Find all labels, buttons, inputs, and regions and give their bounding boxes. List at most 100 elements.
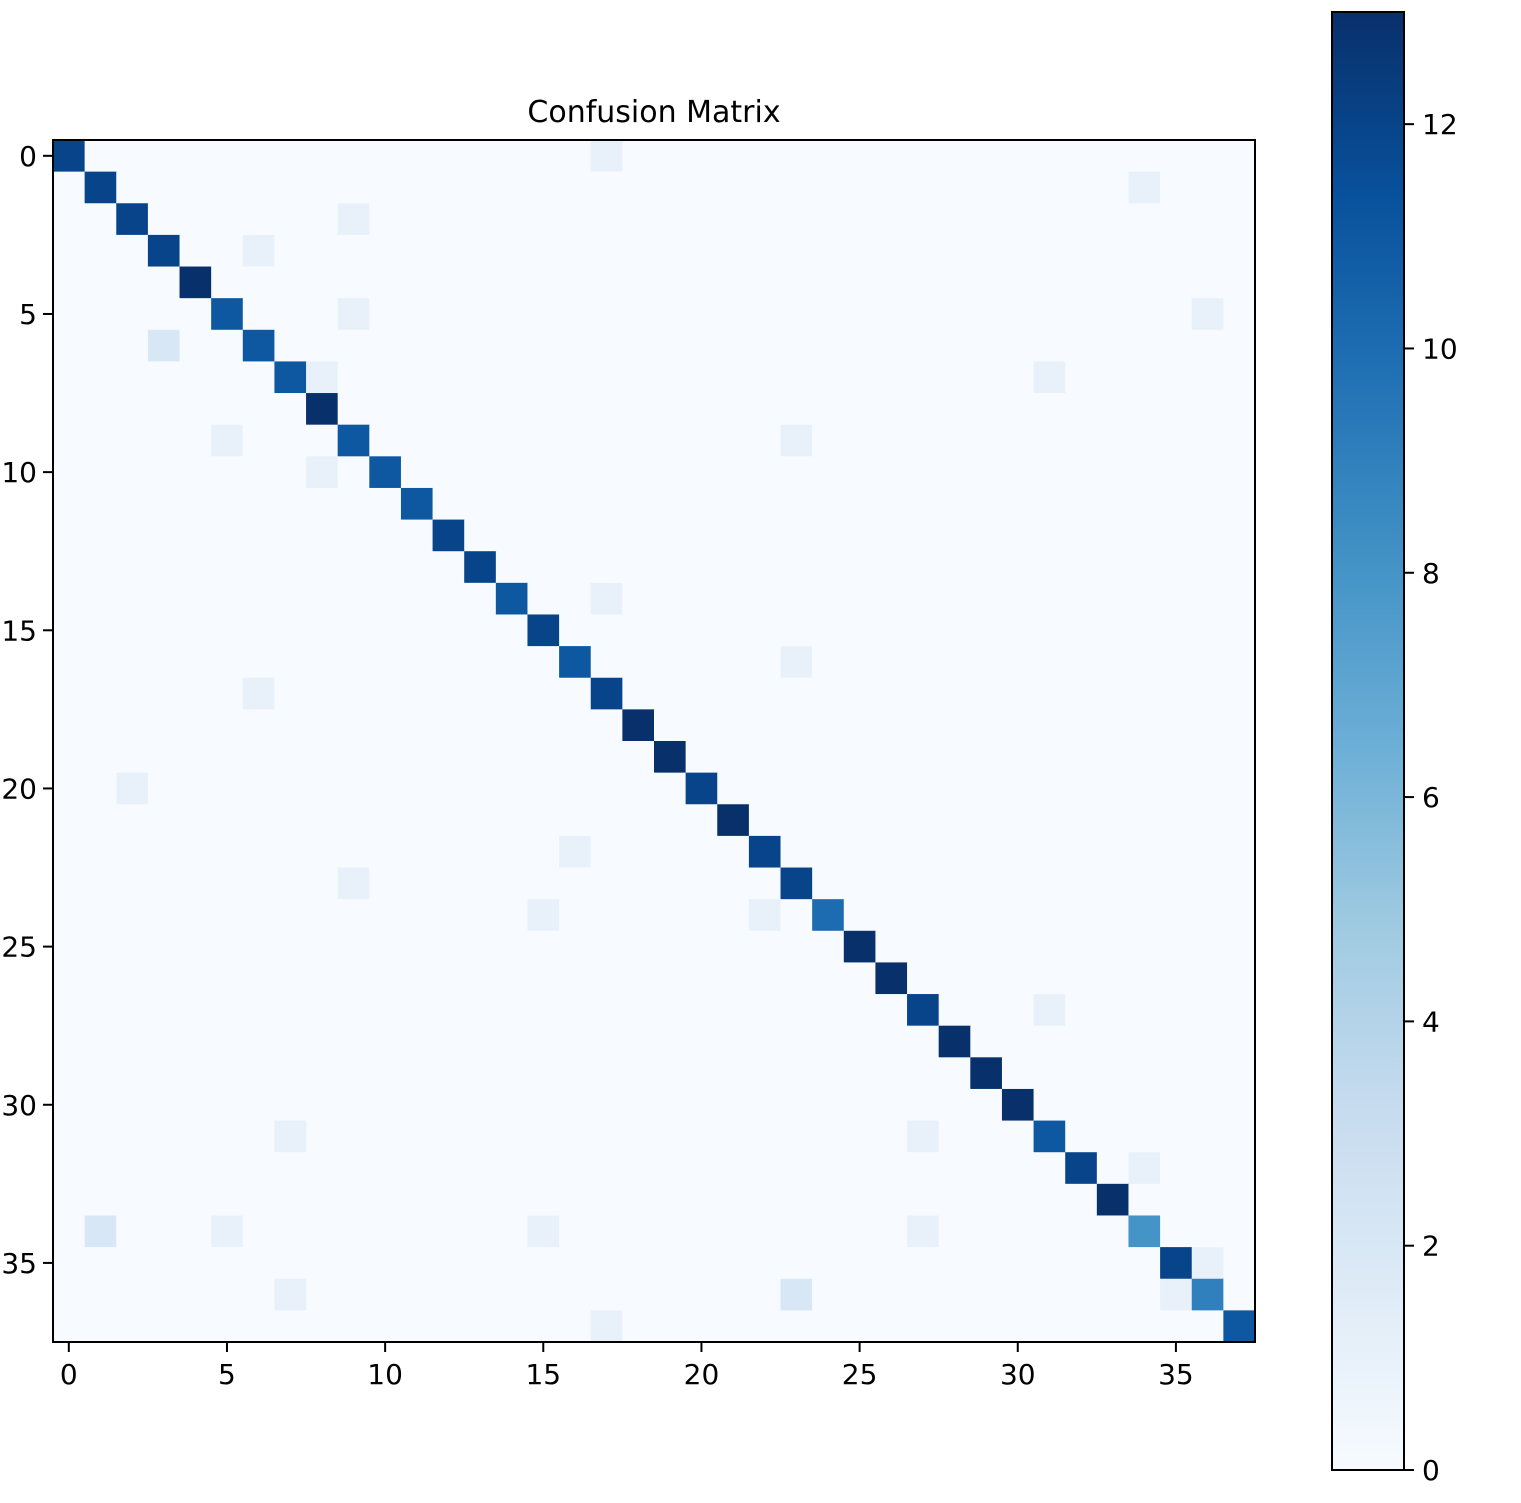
heatmap-cell — [970, 487, 1003, 521]
heatmap-cell — [400, 1215, 434, 1248]
heatmap-cell — [147, 1025, 181, 1058]
heatmap-cell — [337, 899, 370, 932]
heatmap-cell — [780, 614, 813, 647]
heatmap-cell — [938, 361, 971, 394]
heatmap-cell — [432, 424, 465, 457]
heatmap-cell — [875, 1247, 908, 1280]
heatmap-cell — [179, 835, 212, 869]
heatmap-cell — [116, 1088, 149, 1122]
heatmap-cell — [938, 424, 971, 457]
heatmap-cell — [369, 867, 402, 900]
heatmap-cell — [369, 203, 402, 236]
heatmap-cell — [1191, 266, 1224, 299]
heatmap-cell — [211, 962, 244, 995]
heatmap-cell — [1033, 646, 1066, 679]
heatmap-cell — [907, 393, 940, 426]
heatmap-cell — [907, 835, 940, 869]
heatmap-cell — [53, 867, 86, 900]
y-tick-label: 10 — [1, 456, 37, 489]
heatmap-cell — [907, 487, 940, 521]
heatmap-cell — [432, 519, 465, 552]
heatmap-cell — [369, 646, 402, 679]
heatmap-cell — [84, 329, 117, 363]
heatmap-cell — [1096, 930, 1130, 964]
heatmap-cell — [1128, 899, 1161, 932]
heatmap-cell — [527, 582, 560, 616]
heatmap-cell — [337, 1057, 370, 1090]
heatmap-cell — [274, 234, 307, 268]
heatmap-cell — [1033, 393, 1066, 426]
heatmap-cell — [147, 646, 181, 679]
heatmap-cell — [1001, 804, 1035, 837]
heatmap-cell — [843, 519, 877, 552]
heatmap-cell — [1001, 614, 1035, 647]
heatmap-cell — [337, 519, 370, 552]
heatmap-cell — [685, 709, 718, 742]
heatmap-cell — [685, 741, 718, 774]
heatmap-cell — [495, 234, 529, 268]
heatmap-cell — [875, 329, 908, 363]
heatmap-cell — [1033, 772, 1066, 805]
heatmap-cell — [1223, 519, 1256, 552]
heatmap-cell — [369, 1057, 402, 1090]
heatmap-cell — [843, 772, 877, 805]
heatmap-cell — [116, 709, 149, 742]
heatmap-cell — [970, 994, 1003, 1027]
heatmap-cell — [812, 677, 845, 710]
heatmap-cell — [1128, 962, 1161, 995]
heatmap-cell — [875, 487, 908, 521]
heatmap-cell — [622, 519, 655, 552]
heatmap-cell — [1065, 741, 1098, 774]
heatmap-cell — [1096, 1120, 1130, 1153]
heatmap-cell — [1223, 804, 1256, 837]
heatmap-cell — [1160, 551, 1193, 584]
heatmap-cell — [432, 1247, 465, 1280]
heatmap-cell — [654, 234, 687, 268]
heatmap-cell — [1128, 1152, 1161, 1185]
heatmap-cell — [1128, 1247, 1161, 1280]
heatmap-cell — [970, 329, 1003, 363]
heatmap-cell — [369, 1025, 402, 1058]
heatmap-cell — [274, 772, 307, 805]
heatmap-cell — [274, 1152, 307, 1185]
heatmap-cell — [590, 994, 623, 1027]
heatmap-cell — [1191, 1310, 1224, 1343]
heatmap-cell — [1096, 1152, 1130, 1185]
heatmap-cell — [654, 140, 687, 173]
heatmap-cell — [748, 361, 782, 394]
heatmap-cell — [337, 234, 370, 268]
heatmap-cell — [748, 456, 782, 489]
heatmap-cell — [306, 551, 339, 584]
heatmap-cell — [843, 709, 877, 742]
heatmap-cell — [306, 266, 339, 299]
heatmap-cell — [464, 487, 497, 521]
heatmap-cell — [464, 203, 497, 236]
heatmap-cell — [1128, 234, 1161, 268]
heatmap-cell — [527, 140, 560, 173]
heatmap-cell — [179, 772, 212, 805]
heatmap-cell — [1096, 487, 1130, 521]
heatmap-cell — [748, 266, 782, 299]
heatmap-cell — [369, 551, 402, 584]
heatmap-cell — [527, 994, 560, 1027]
heatmap-cell — [1033, 329, 1066, 363]
heatmap-cell — [938, 1057, 971, 1090]
heatmap-cell — [211, 582, 244, 616]
heatmap-cell — [622, 361, 655, 394]
heatmap-cell — [748, 487, 782, 521]
heatmap-cell — [527, 804, 560, 837]
heatmap-cell — [622, 1057, 655, 1090]
heatmap-cell — [938, 614, 971, 647]
heatmap-cell — [1033, 1310, 1066, 1343]
heatmap-cell — [84, 234, 117, 268]
heatmap-cell — [1033, 266, 1066, 299]
heatmap-cell — [685, 1247, 718, 1280]
heatmap-cell — [432, 1120, 465, 1153]
heatmap-cell — [654, 424, 687, 457]
heatmap-cell — [559, 1120, 592, 1153]
heatmap-cell — [432, 203, 465, 236]
heatmap-cell — [812, 1025, 845, 1058]
heatmap-cell — [53, 1025, 86, 1058]
heatmap-cell — [654, 456, 687, 489]
heatmap-cell — [242, 772, 276, 805]
